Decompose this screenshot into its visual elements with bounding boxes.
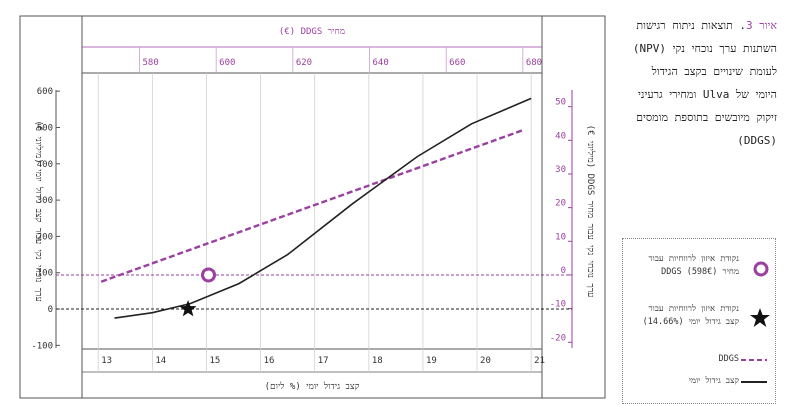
caption-text: . תוצאות ניתוח רגישות השתנות ערך נוכחי נ… [632,19,777,147]
right-axis-title: ערך נוכחי נקי עבור מחיר DDGS (מיליוני €) [585,125,596,298]
right-tick-label: -10 [550,300,566,310]
breakeven-star-marker [179,300,197,317]
circle-icon [753,261,769,277]
legend: נקודת איזון לרווחיות עבור מחיר DDGS (598… [622,238,776,404]
left-tick-label: 300 [37,196,53,206]
bottom-tick-label: 14 [155,356,166,366]
sensitivity-chart: 13 14 15 16 17 18 19 20 21 580 600 620 640 660 680 600 5… [19,15,606,399]
bottom-tick-label: 16 [264,356,275,366]
bottom-tick-label: 19 [426,356,437,366]
left-tick-label: -100 [31,341,53,351]
bottom-tick-label: 13 [101,356,112,366]
legend-item-ddgs-breakeven: נקודת איזון לרווחיות עבור מחיר DDGS (598… [648,254,739,277]
breakeven-circle-marker [201,267,216,283]
top-tick-label: 640 [373,58,389,68]
right-tick-label: 20 [555,199,566,209]
left-tick-label: 500 [37,123,53,133]
right-tick-label: 40 [555,131,566,141]
bottom-tick-label: 15 [209,356,220,366]
legend-item-ddgs: DDGS [718,354,739,364]
series-line-1 [114,97,532,319]
bottom-tick-label: 21 [534,356,545,366]
bottom-tick-label: 20 [480,356,491,366]
dashed-line-icon [741,359,767,361]
right-tick-label: -20 [550,333,566,343]
bottom-tick-label: 17 [318,356,329,366]
figure-label: איור 3 [746,19,777,32]
outer-frame [19,15,606,399]
figure-caption: איור 3. תוצאות ניתוח רגישות השתנות ערך נ… [627,14,777,152]
left-tick-label: 100 [37,269,53,279]
right-tick-label: 0 [561,266,566,276]
right-tick-label: 50 [555,98,566,108]
left-tick-label: 600 [37,87,53,97]
top-tick-label: 620 [296,58,312,68]
top-tick-label: 680 [526,58,542,68]
left-tick-label: 0 [48,305,53,315]
solid-line-icon [741,381,767,383]
legend-item-growth: קצב גידול יומי [688,376,739,386]
left-tick-label: 200 [37,232,53,242]
bottom-tick-label: 18 [372,356,383,366]
star-icon [750,308,770,327]
series-line-0 [100,129,524,283]
top-tick-label: 660 [449,58,465,68]
top-tick-label: 580 [143,58,159,68]
right-tick-label: 10 [555,232,566,242]
bottom-axis-title: קצב גידול יומי (% ליום) [265,381,360,392]
legend-item-growth-breakeven: נקודת איזון לרווחיות עבור קצב גידול יומי… [642,304,739,327]
top-axis-title: מחיר DDGS (€) [279,27,345,37]
left-axis-title: ערך נוכחי נקי עבור קצב גידול יומי (מיליו… [33,120,44,301]
right-tick-label: 30 [555,165,566,175]
left-tick-label: 400 [37,160,53,170]
top-tick-label: 600 [219,58,235,68]
